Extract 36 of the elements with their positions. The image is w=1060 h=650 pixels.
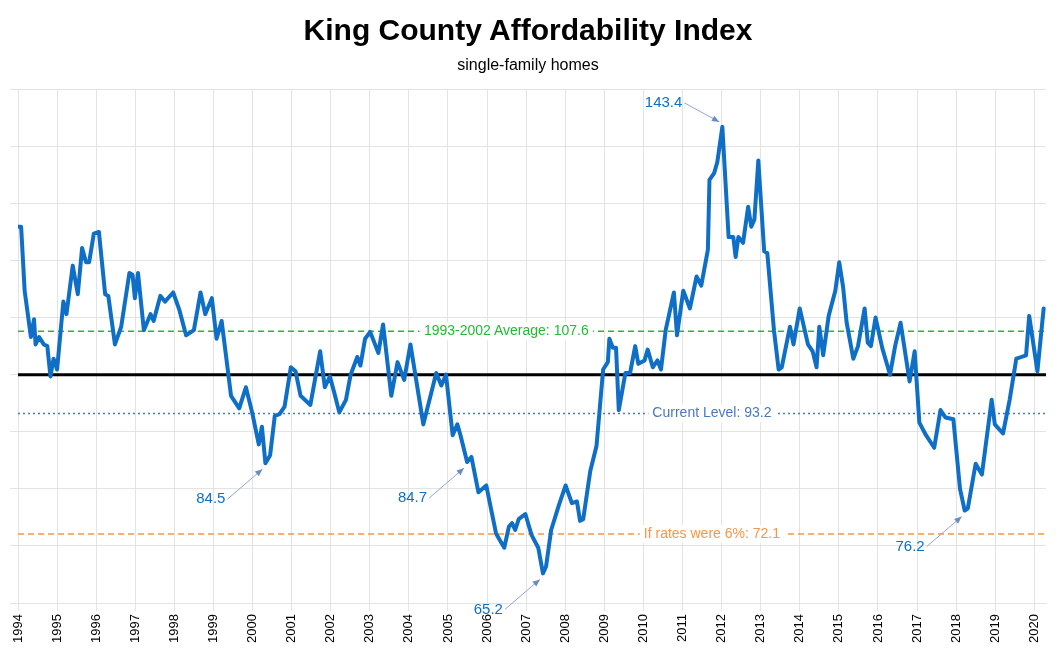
ref-line-label: 1993-2002 Average: 107.6 — [423, 322, 589, 339]
x-tick-label: 2005 — [439, 614, 455, 643]
x-tick-label: 1994 — [9, 614, 25, 643]
x-tick-label: 2007 — [517, 614, 533, 643]
x-tick-label: 2000 — [244, 614, 260, 643]
x-tick-label: 2012 — [713, 614, 729, 643]
x-tick-label: 2009 — [595, 614, 611, 643]
x-tick-label: 1995 — [48, 614, 64, 643]
x-tick-label: 2017 — [908, 614, 924, 643]
x-tick-label: 2015 — [830, 614, 846, 643]
chart-subtitle: single-family homes — [457, 56, 599, 74]
annotation: 84.5 — [196, 489, 226, 507]
chart-title: King County Affordability Index — [303, 13, 753, 47]
x-tick-label: 2018 — [947, 614, 963, 643]
x-tick-label: 1996 — [87, 614, 103, 643]
x-tick-label: 2001 — [283, 614, 299, 643]
annotation: 76.2 — [895, 536, 925, 554]
x-tick-label: 1999 — [205, 614, 221, 643]
x-tick-label: 2016 — [869, 614, 885, 643]
annotation: 143.4 — [644, 93, 683, 111]
x-tick-label: 2014 — [791, 614, 807, 643]
x-tick-label: 2020 — [1025, 614, 1041, 643]
x-tick-label: 2003 — [361, 614, 377, 643]
x-tick-label: 1997 — [126, 614, 142, 643]
x-tick-label: 2002 — [322, 614, 338, 643]
x-tick-label: 2019 — [986, 614, 1002, 643]
ref-line-label: Current Level: 93.2 — [652, 404, 772, 421]
x-tick-label: 1998 — [165, 614, 181, 643]
x-tick-label: 2011 — [674, 614, 690, 643]
x-tick-label: 2004 — [400, 614, 416, 643]
x-tick-label: 2010 — [634, 614, 650, 643]
x-tick-label: 2013 — [752, 614, 768, 643]
ref-line-label: If rates were 6%: 72.1 — [643, 524, 781, 541]
x-tick-label: 2006 — [478, 614, 494, 643]
annotation: 84.7 — [397, 488, 428, 506]
x-tick-label: 2008 — [556, 614, 572, 643]
